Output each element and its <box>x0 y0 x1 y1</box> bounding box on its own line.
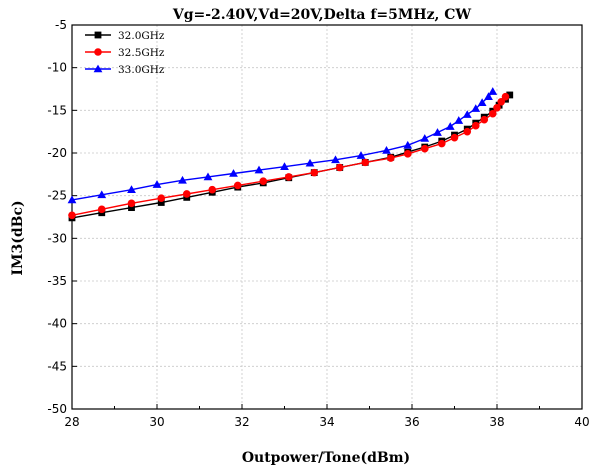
data-point <box>97 190 107 199</box>
data-point <box>420 144 429 153</box>
x-axis-title: Outpower/Tone(dBm) <box>242 450 410 466</box>
y-tick-label: -30 <box>47 231 67 245</box>
series-square <box>68 91 514 222</box>
data-point <box>182 190 191 198</box>
data-point <box>127 185 136 193</box>
data-point <box>420 134 430 142</box>
series-circle <box>68 92 510 220</box>
data-point <box>501 92 510 101</box>
data-point <box>68 211 76 220</box>
y-tick-label: -35 <box>47 274 67 288</box>
data-point <box>203 172 213 181</box>
x-tick-label: 38 <box>489 415 504 429</box>
data-point <box>484 92 493 100</box>
y-tick-label: -50 <box>47 402 67 416</box>
data-point <box>356 151 366 159</box>
y-tick-label: -20 <box>47 146 67 160</box>
data-point <box>280 162 289 170</box>
legend-item: 33.0GHz <box>85 64 165 76</box>
legend-label: 32.5GHz <box>118 47 165 59</box>
x-tick-label: 36 <box>404 415 419 429</box>
series-layer <box>67 87 514 222</box>
x-tick-label: 32 <box>234 415 249 429</box>
data-point <box>335 163 344 172</box>
data-point <box>305 158 315 167</box>
x-tick-label: 30 <box>149 415 164 429</box>
data-point <box>229 169 238 177</box>
data-point <box>382 146 391 154</box>
data-point <box>450 133 459 142</box>
x-tick-label: 28 <box>64 415 79 429</box>
series-line <box>71 96 507 216</box>
data-point <box>284 173 293 181</box>
series-triangle <box>67 87 498 204</box>
legend-marker <box>94 31 102 39</box>
data-point <box>462 110 472 118</box>
legend-marker <box>93 64 103 73</box>
data-point <box>386 154 395 162</box>
chart-title: Vg=-2.40V,Vd=20V,Delta f=5MHz, CW <box>172 7 472 23</box>
y-tick-label: -25 <box>47 189 67 203</box>
legend-marker <box>94 48 102 56</box>
data-point <box>480 115 489 124</box>
data-point <box>127 199 136 208</box>
data-point <box>361 158 370 167</box>
y-tick-label: -15 <box>47 103 67 117</box>
data-point <box>97 205 106 214</box>
data-point <box>310 168 319 177</box>
axis-ticks: 28 30 32 34 36 38 40 -50 -45 -40 -35 -30 -25 -20 -15 -1… <box>47 18 589 429</box>
data-point <box>178 175 187 184</box>
data-point <box>463 127 472 136</box>
data-point <box>67 195 77 204</box>
data-point <box>259 177 268 185</box>
data-point <box>157 194 166 203</box>
data-point <box>471 104 481 112</box>
data-point <box>403 150 412 158</box>
legend-item: 32.0GHz <box>85 30 165 42</box>
data-point <box>477 98 487 106</box>
legend-item: 32.5GHz <box>85 47 165 59</box>
data-point <box>437 139 446 148</box>
data-point <box>331 155 340 164</box>
data-point <box>128 204 135 212</box>
x-tick-label: 34 <box>319 415 334 429</box>
y-axis-title: IM3(dBc) <box>10 200 26 275</box>
y-tick-label: -40 <box>47 317 67 331</box>
data-point <box>403 140 413 149</box>
data-point <box>233 181 242 190</box>
data-point <box>471 121 480 130</box>
data-point <box>454 116 464 124</box>
data-point <box>488 109 497 118</box>
data-point <box>497 98 506 106</box>
legend-label: 33.0GHz <box>118 64 165 76</box>
data-point <box>445 122 455 130</box>
data-point <box>152 180 162 188</box>
data-point <box>157 199 165 206</box>
y-tick-label: -45 <box>47 359 67 373</box>
data-point <box>254 165 264 174</box>
x-tick-label: 40 <box>574 415 589 429</box>
series-line <box>71 94 511 219</box>
legend: 32.0GHz 32.5GHz 33.0GHz <box>85 30 165 76</box>
data-point <box>488 87 498 95</box>
y-tick-label: -10 <box>47 61 67 75</box>
data-point <box>208 185 217 194</box>
data-point <box>433 128 442 136</box>
y-tick-label: -5 <box>55 18 67 32</box>
data-point <box>506 91 514 99</box>
grid-lines <box>71 24 583 410</box>
data-point <box>493 103 501 112</box>
legend-label: 32.0GHz <box>118 30 165 42</box>
